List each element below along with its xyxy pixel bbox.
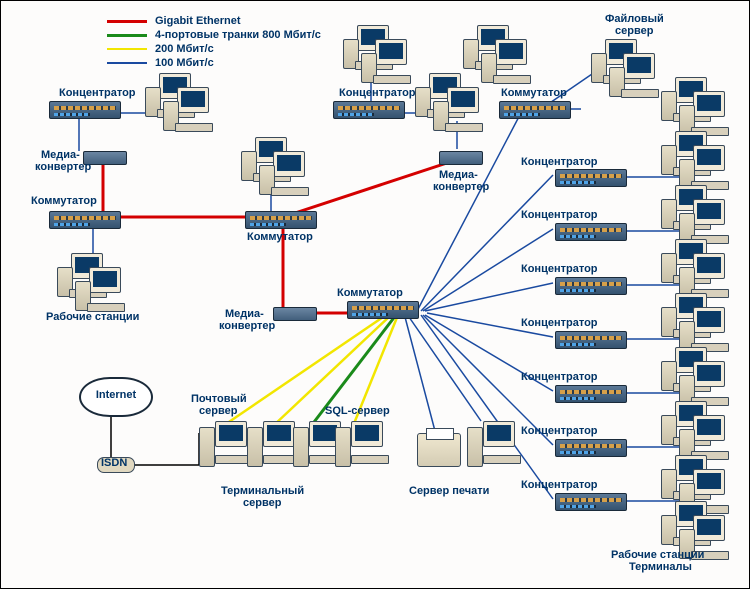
label: Коммутатор — [31, 195, 97, 207]
label: Рабочие станции — [611, 549, 704, 561]
label: конвертер — [219, 320, 275, 332]
rack-device — [555, 331, 627, 349]
rack-device — [49, 101, 121, 119]
label: Коммутатор — [501, 87, 567, 99]
rack-device — [49, 211, 121, 229]
edge — [409, 317, 481, 421]
legend-item: 4-портовые транки 800 Мбит/с — [107, 29, 321, 41]
media-converter — [439, 151, 483, 165]
label: Коммутатор — [337, 287, 403, 299]
label: Файловый — [605, 13, 664, 25]
rack-device — [499, 101, 571, 119]
rack-device — [555, 277, 627, 295]
label: Сервер печати — [409, 485, 489, 497]
print-server — [417, 433, 461, 467]
server — [469, 421, 529, 465]
workstation — [169, 87, 229, 131]
label: Медиа- — [225, 308, 264, 320]
edge — [421, 175, 553, 311]
workstation — [685, 361, 745, 405]
label: Почтовый — [191, 393, 247, 405]
label: Концентратор — [521, 209, 598, 221]
workstation — [487, 39, 547, 83]
workstation — [685, 415, 745, 459]
media-converter — [273, 307, 317, 321]
label: Коммутатор — [247, 231, 313, 243]
label: сервер — [199, 405, 237, 417]
label: Концентратор — [521, 425, 598, 437]
rack-device — [555, 223, 627, 241]
rack-device — [245, 211, 317, 229]
label: Концентратор — [521, 479, 598, 491]
rack-device — [333, 101, 405, 119]
label: ISDN — [101, 457, 127, 469]
label: конвертер — [35, 161, 91, 173]
rack-device — [347, 301, 419, 319]
label: Медиа- — [439, 169, 478, 181]
label: Концентратор — [521, 317, 598, 329]
server — [337, 421, 397, 465]
label: Рабочие станции — [46, 311, 139, 323]
internet-cloud: Internet — [79, 377, 153, 417]
label: Терминальный — [221, 485, 304, 497]
workstation — [265, 151, 325, 195]
cloud-label: Internet — [96, 389, 136, 401]
network-diagram: Концентратор Медиа-конвертер Коммутатор Раб… — [0, 0, 750, 589]
rack-device — [555, 493, 627, 511]
label: сервер — [615, 25, 653, 37]
rack-device — [555, 385, 627, 403]
legend: Gigabit Ethernet 4-портовые транки 800 Мб… — [107, 15, 321, 71]
label: Медиа- — [41, 149, 80, 161]
label: Концентратор — [59, 87, 136, 99]
label: Концентратор — [521, 371, 598, 383]
label: конвертер — [433, 181, 489, 193]
legend-item: 100 Мбит/с — [107, 57, 321, 69]
workstation — [685, 307, 745, 351]
label: Терминалы — [629, 561, 692, 573]
label: Концентратор — [521, 263, 598, 275]
workstation — [685, 253, 745, 297]
workstation — [81, 267, 141, 311]
workstation — [685, 199, 745, 243]
rack-device — [555, 169, 627, 187]
workstation — [439, 87, 499, 131]
edge — [421, 315, 553, 499]
legend-item: Gigabit Ethernet — [107, 15, 321, 27]
workstation — [367, 39, 427, 83]
label: Концентратор — [521, 156, 598, 168]
label: SQL-сервер — [325, 405, 390, 417]
label: Концентратор — [339, 87, 416, 99]
workstation — [685, 145, 745, 189]
label: сервер — [243, 497, 281, 509]
workstation — [685, 91, 745, 135]
rack-device — [555, 439, 627, 457]
legend-item: 200 Мбит/с — [107, 43, 321, 55]
